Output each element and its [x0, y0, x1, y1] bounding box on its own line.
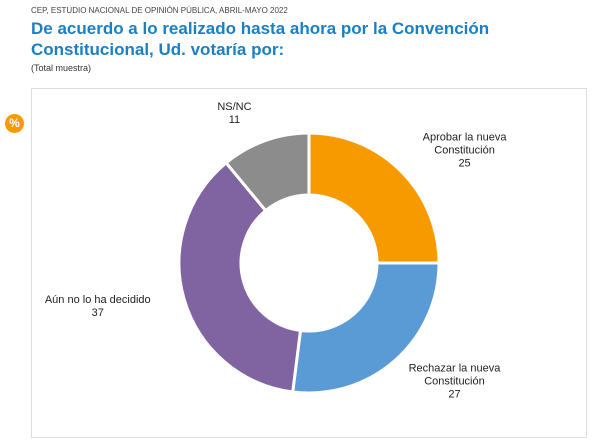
chart-title: De acuerdo a lo realizado hasta ahora po…	[31, 19, 490, 59]
slice-label: Aún no lo ha decidido 37	[38, 294, 158, 320]
category-label: Rechazar la nueva Constitución	[408, 362, 501, 388]
chart-panel	[31, 88, 587, 438]
slice-label: Rechazar la nueva Constitución 27	[394, 362, 514, 401]
unit-badge: %	[5, 114, 24, 133]
category-label: Aún no lo ha decidido	[44, 294, 151, 307]
donut-slice	[224, 131, 311, 213]
donut-slice	[291, 261, 441, 395]
value-label: 11	[228, 114, 241, 127]
value-label: 37	[91, 307, 104, 320]
subtitle: (Total muestra)	[31, 63, 92, 73]
category-label: Aprobar la nueva Constitución	[422, 131, 507, 157]
slice-label: Aprobar la nueva Constitución 25	[405, 132, 525, 171]
slice-label: NS/NC 11	[174, 101, 294, 127]
source: CEP, ESTUDIO NACIONAL DE OPINIÓN PÚBLICA…	[31, 6, 288, 15]
value-label: 25	[458, 157, 471, 170]
category-label: NS/NC	[217, 101, 252, 114]
value-label: 27	[448, 388, 461, 401]
donut-slice	[177, 160, 303, 394]
donut-slice	[307, 131, 441, 265]
